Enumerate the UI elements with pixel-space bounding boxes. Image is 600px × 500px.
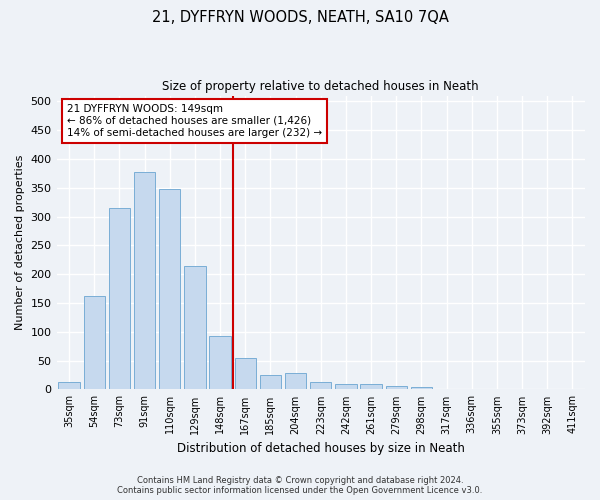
Bar <box>184 266 206 390</box>
Text: 21 DYFFRYN WOODS: 149sqm
← 86% of detached houses are smaller (1,426)
14% of sem: 21 DYFFRYN WOODS: 149sqm ← 86% of detach… <box>67 104 322 138</box>
Bar <box>411 387 432 390</box>
Title: Size of property relative to detached houses in Neath: Size of property relative to detached ho… <box>163 80 479 93</box>
Bar <box>235 358 256 390</box>
Bar <box>562 389 583 390</box>
Bar <box>134 172 155 390</box>
Bar <box>386 386 407 390</box>
X-axis label: Distribution of detached houses by size in Neath: Distribution of detached houses by size … <box>177 442 465 455</box>
Bar <box>159 190 181 390</box>
Bar <box>285 374 307 390</box>
Bar <box>361 384 382 390</box>
Bar <box>335 384 356 390</box>
Text: Contains HM Land Registry data © Crown copyright and database right 2024.
Contai: Contains HM Land Registry data © Crown c… <box>118 476 482 495</box>
Bar <box>58 382 80 390</box>
Bar <box>486 389 508 390</box>
Y-axis label: Number of detached properties: Number of detached properties <box>15 155 25 330</box>
Bar <box>310 382 331 390</box>
Text: 21, DYFFRYN WOODS, NEATH, SA10 7QA: 21, DYFFRYN WOODS, NEATH, SA10 7QA <box>152 10 448 25</box>
Bar <box>436 389 457 390</box>
Bar <box>209 336 231 390</box>
Bar <box>83 296 105 390</box>
Bar <box>109 208 130 390</box>
Bar <box>260 375 281 390</box>
